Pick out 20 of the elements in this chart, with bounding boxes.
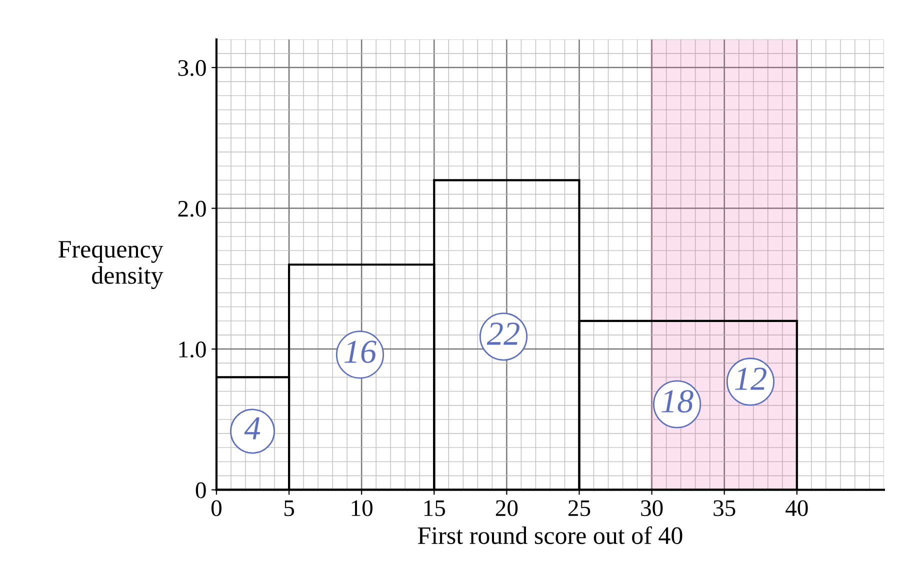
x-tick-label: 20 — [496, 500, 518, 516]
y-axis-title: Frequency density — [58, 241, 164, 290]
annotation: 12 — [734, 368, 766, 390]
annotation: 18 — [662, 390, 694, 413]
x-tick-label: 15 — [424, 500, 446, 516]
y-tick-label: 3.0 — [178, 60, 206, 76]
x-axis-title: First round score out of 40 — [418, 526, 682, 544]
x-tick-label: 30 — [641, 500, 663, 516]
x-tick-label: 25 — [568, 500, 590, 516]
x-tick-label: 10 — [352, 500, 372, 516]
y-tick-label: 0 — [196, 482, 206, 498]
x-tick-label: 0 — [211, 500, 222, 516]
x-tick-label: 5 — [284, 500, 294, 516]
y-tick-label: 1.0 — [179, 342, 206, 358]
annotation: 16 — [344, 340, 376, 364]
annotation: 4 — [244, 417, 260, 440]
x-tick-label: 35 — [714, 500, 736, 516]
y-tick-label: 2.0 — [178, 200, 206, 217]
x-tick-label: 40 — [786, 500, 808, 516]
annotation: 22 — [486, 322, 520, 345]
